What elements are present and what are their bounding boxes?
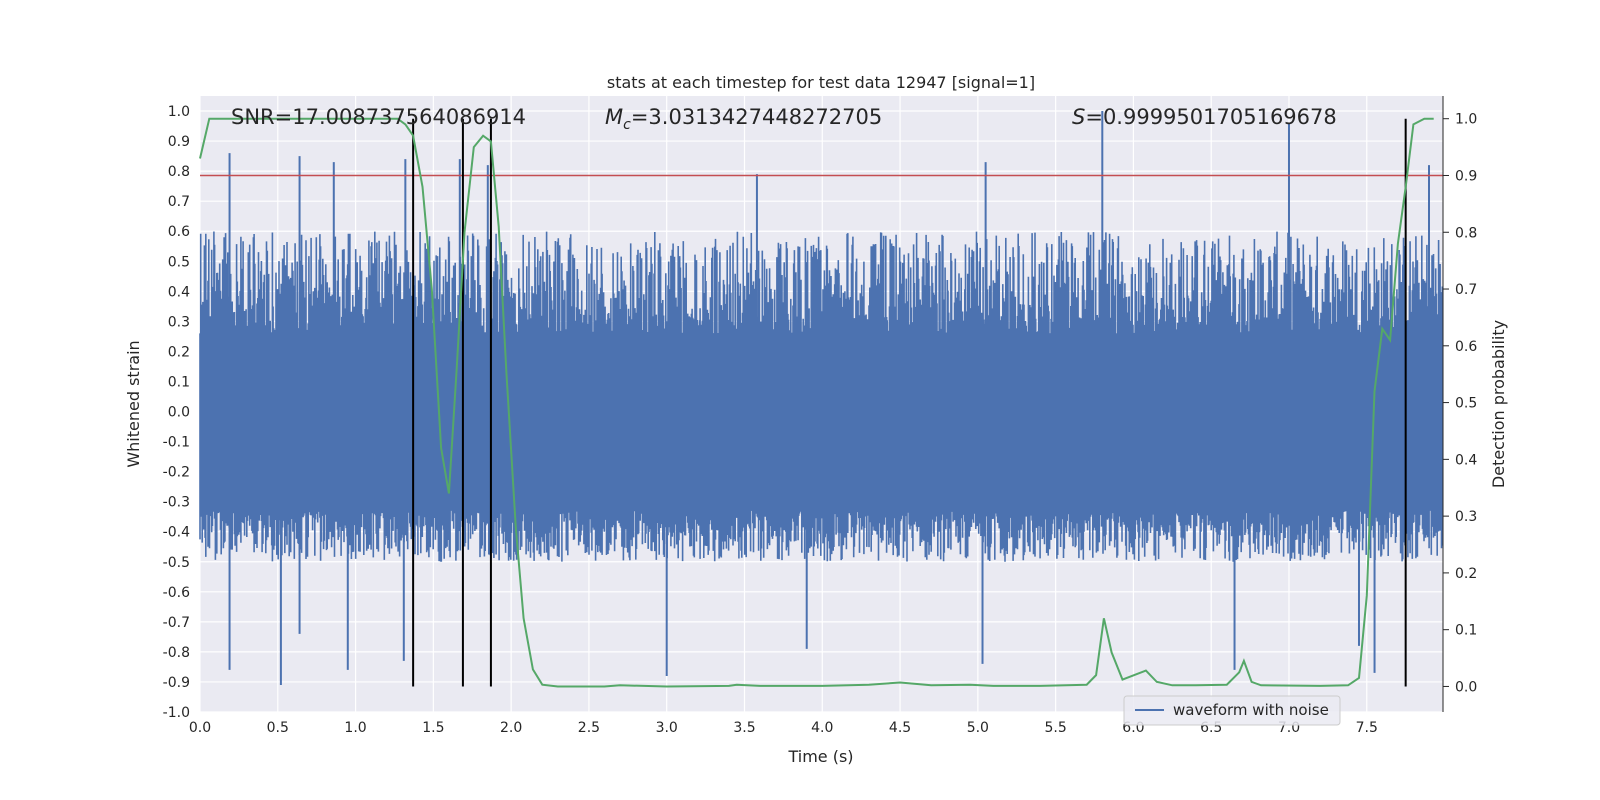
y-right-tick-label: 0.0 <box>1455 679 1477 695</box>
y-right-tick-label: 0.4 <box>1455 452 1477 468</box>
x-tick-label: 7.5 <box>1356 720 1378 736</box>
annotation-chirp-mass-symbol: M <box>605 105 623 129</box>
y-tick-label: -0.8 <box>163 645 190 661</box>
y-tick-label: -0.4 <box>163 525 190 541</box>
y-right-tick-label: 0.2 <box>1455 566 1477 582</box>
x-tick-label: 2.5 <box>578 720 600 736</box>
x-tick-label: 5.0 <box>967 720 989 736</box>
series-detection-probability <box>199 117 1434 688</box>
legend-label: waveform with noise <box>1173 701 1329 719</box>
y-tick-label: 0.8 <box>168 164 190 180</box>
y-right-tick-labels: 1.0 0.9 0.8 0.7 0.6 0.5 0.4 0.3 0.2 0.1 0.0 <box>1443 112 1477 695</box>
y-axis-label: Whitened strain <box>124 340 143 467</box>
chart-title: stats at each timestep for test data 129… <box>607 73 1035 92</box>
y-right-tick-label: 0.9 <box>1455 168 1477 184</box>
annotation-score-symbol: S <box>1072 105 1085 129</box>
x-tick-label: 4.0 <box>811 720 833 736</box>
x-tick-label: 2.0 <box>500 720 522 736</box>
y-tick-labels: 1.0 0.9 0.8 0.7 0.6 0.5 0.4 0.3 0.2 0.1 0.0 -0.1 -0.… <box>163 104 190 721</box>
y-tick-label: -0.5 <box>163 555 190 571</box>
x-tick-label: 0.5 <box>267 720 289 736</box>
y-tick-label: 1.0 <box>168 104 190 120</box>
annotation-chirp-mass: Mc=3.0313427448272705 <box>605 105 882 133</box>
x-tick-label: 1.0 <box>344 720 366 736</box>
y-tick-label: 0.0 <box>168 405 190 421</box>
annotation-score-value: =0.9999501705169678 <box>1085 105 1336 129</box>
annotation-chirp-mass-subscript: c <box>623 117 631 133</box>
x-tick-labels: 0.0 0.5 1.0 1.5 2.0 2.5 3.0 3.5 4.0 4.5 5.0 5.5 6.0 6… <box>189 720 1378 736</box>
legend: waveform with noise <box>1123 695 1341 726</box>
y-right-axis-label: Detection probability <box>1489 320 1508 488</box>
y-tick-label: -0.1 <box>163 435 190 451</box>
y-tick-label: -0.7 <box>163 615 190 631</box>
y-tick-label: 0.9 <box>168 134 190 150</box>
y-tick-label: -1.0 <box>163 705 190 721</box>
probability-line <box>199 117 1434 688</box>
x-axis-label: Time (s) <box>787 747 853 766</box>
annotation-snr: SNR=17.008737564086914 <box>231 105 526 129</box>
y-tick-label: 0.1 <box>168 374 190 390</box>
annotation-score: S=0.9999501705169678 <box>1072 105 1337 129</box>
y-tick-label: -0.9 <box>163 675 190 691</box>
y-right-tick-label: 0.7 <box>1455 282 1477 298</box>
annotation-chirp-mass-value: =3.0313427448272705 <box>631 105 882 129</box>
y-tick-label: 0.2 <box>168 344 190 360</box>
y-tick-label: 0.7 <box>168 194 190 210</box>
y-tick-label: -0.2 <box>163 465 190 481</box>
y-right-tick-label: 0.1 <box>1455 623 1477 639</box>
y-tick-label: 0.6 <box>168 224 190 240</box>
y-right-tick-label: 1.0 <box>1455 112 1477 128</box>
y-right-tick-label: 0.5 <box>1455 396 1477 412</box>
y-tick-label: 0.5 <box>168 254 190 270</box>
x-tick-label: 4.5 <box>889 720 911 736</box>
x-tick-label: 1.5 <box>422 720 444 736</box>
waveform-trace <box>199 231 1444 562</box>
x-tick-label: 3.0 <box>656 720 678 736</box>
y-tick-label: 0.3 <box>168 314 190 330</box>
x-tick-label: 3.5 <box>733 720 755 736</box>
y-right-tick-label: 0.8 <box>1455 225 1477 241</box>
x-tick-label: 0.0 <box>189 720 211 736</box>
legend-box <box>1123 695 1341 726</box>
vertical-lines <box>412 118 1407 687</box>
y-right-tick-label: 0.6 <box>1455 339 1477 355</box>
y-right-tick-label: 0.3 <box>1455 509 1477 525</box>
y-tick-label: -0.6 <box>163 585 190 601</box>
y-tick-label: -0.3 <box>163 495 190 511</box>
series-waveform-with-noise <box>199 111 1444 685</box>
x-tick-label: 5.5 <box>1044 720 1066 736</box>
y-tick-label: 0.4 <box>168 284 190 300</box>
